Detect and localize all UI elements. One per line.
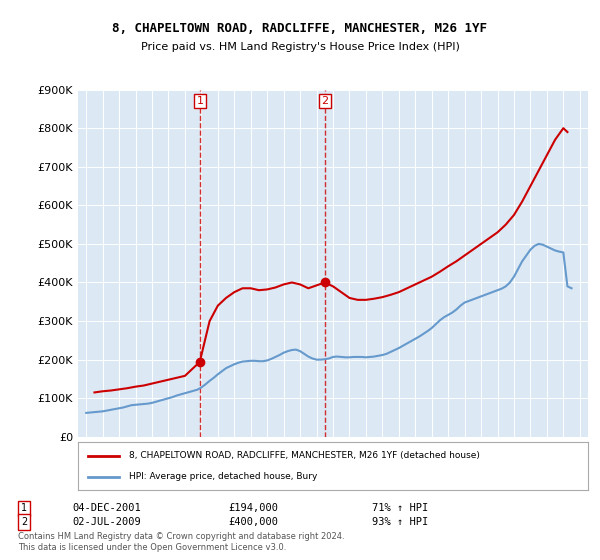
Text: 8, CHAPELTOWN ROAD, RADCLIFFE, MANCHESTER, M26 1YF (detached house): 8, CHAPELTOWN ROAD, RADCLIFFE, MANCHESTE… <box>129 451 480 460</box>
Text: 1: 1 <box>197 96 203 106</box>
Text: Price paid vs. HM Land Registry's House Price Index (HPI): Price paid vs. HM Land Registry's House … <box>140 42 460 52</box>
Text: 2: 2 <box>21 517 27 527</box>
Text: 71% ↑ HPI: 71% ↑ HPI <box>372 503 428 514</box>
Text: 02-JUL-2009: 02-JUL-2009 <box>72 517 141 527</box>
Text: Contains HM Land Registry data © Crown copyright and database right 2024.: Contains HM Land Registry data © Crown c… <box>18 532 344 541</box>
Text: £194,000: £194,000 <box>228 503 278 514</box>
Text: 04-DEC-2001: 04-DEC-2001 <box>72 503 141 514</box>
Text: 1: 1 <box>21 503 27 514</box>
Text: 2: 2 <box>321 96 328 106</box>
Text: 93% ↑ HPI: 93% ↑ HPI <box>372 517 428 527</box>
Text: £400,000: £400,000 <box>228 517 278 527</box>
Text: This data is licensed under the Open Government Licence v3.0.: This data is licensed under the Open Gov… <box>18 543 286 552</box>
Text: HPI: Average price, detached house, Bury: HPI: Average price, detached house, Bury <box>129 472 317 481</box>
Text: 8, CHAPELTOWN ROAD, RADCLIFFE, MANCHESTER, M26 1YF: 8, CHAPELTOWN ROAD, RADCLIFFE, MANCHESTE… <box>113 22 487 35</box>
